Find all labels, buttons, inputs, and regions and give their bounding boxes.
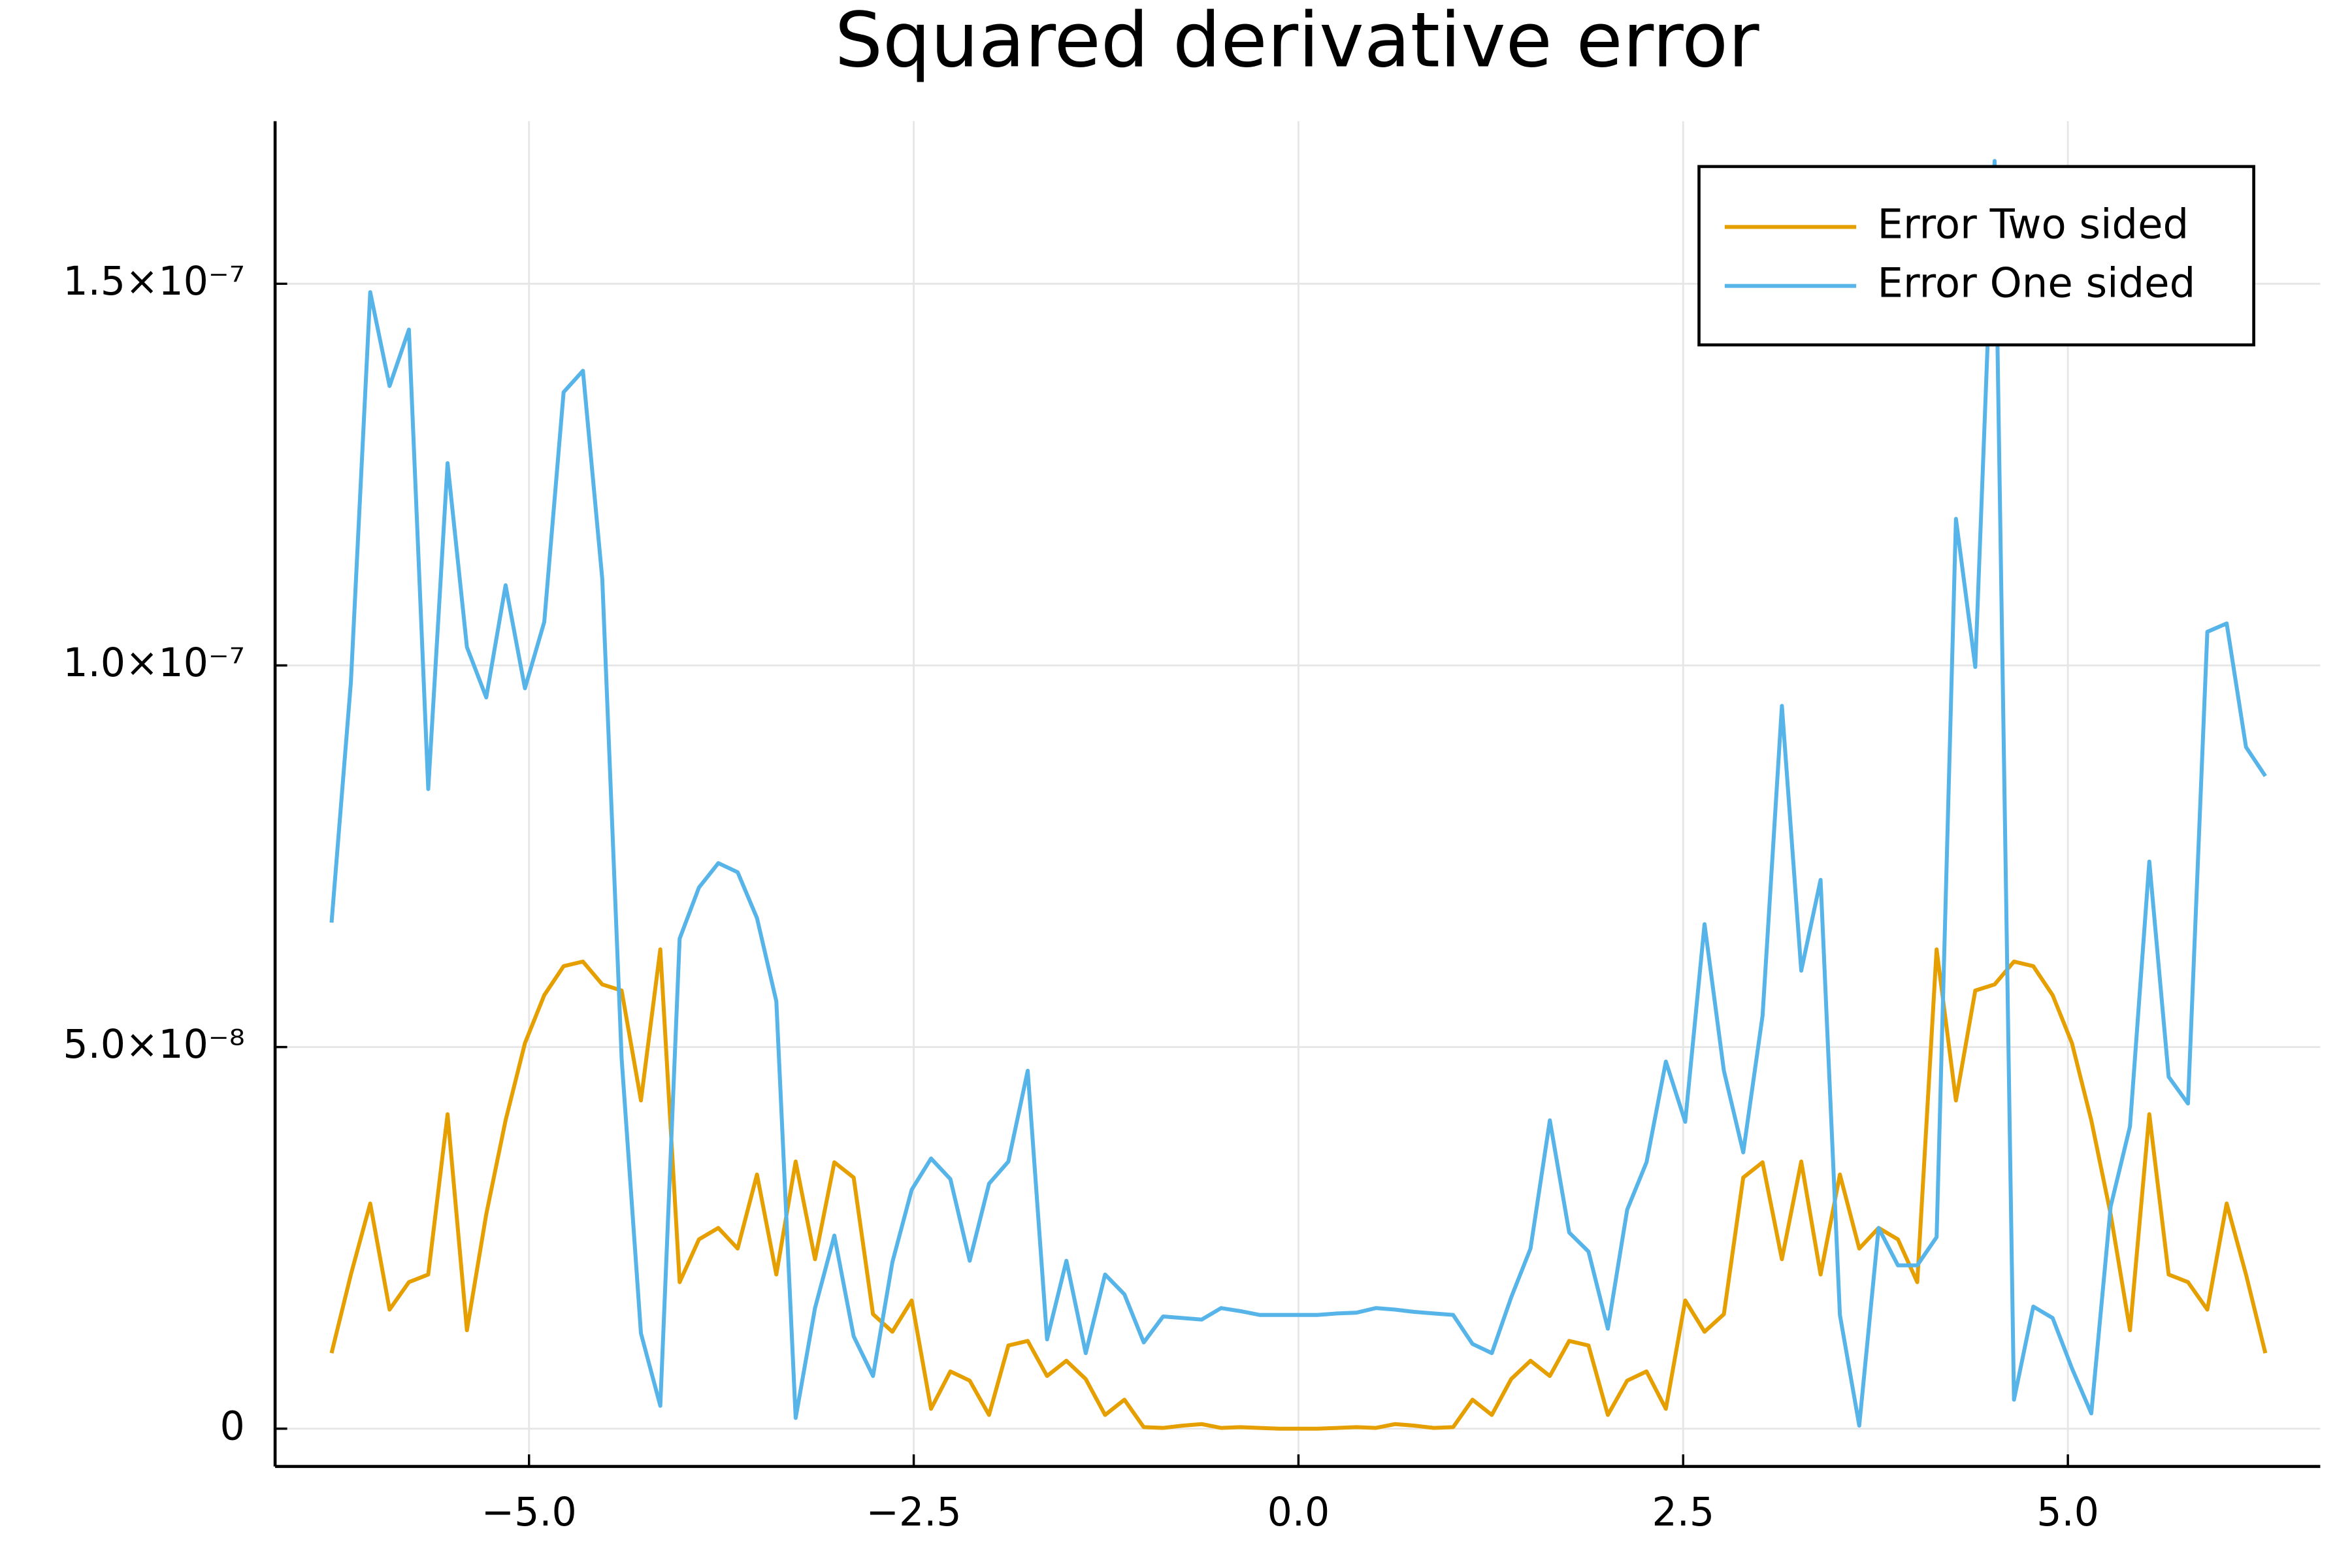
line-series bbox=[329, 159, 2267, 1428]
x-tick-label: 0.0 bbox=[1267, 1490, 1330, 1535]
y-tick-label: 1.0×10⁻⁷ bbox=[63, 640, 244, 686]
y-tick-label: 0 bbox=[220, 1403, 245, 1449]
x-tick-label: −5.0 bbox=[482, 1490, 577, 1535]
y-tick-label: 5.0×10⁻⁸ bbox=[63, 1022, 244, 1068]
x-tick-label: 5.0 bbox=[2036, 1490, 2099, 1535]
legend-box bbox=[1697, 165, 2255, 347]
x-tick-label: −2.5 bbox=[866, 1490, 962, 1535]
x-tick-label: 2.5 bbox=[1652, 1490, 1714, 1535]
legend-label: Error One sided bbox=[1878, 259, 2196, 307]
y-tick-label: 1.5×10⁻⁷ bbox=[63, 259, 244, 304]
chart-title: Squared derivative error bbox=[835, 0, 1759, 85]
legend-label: Error Two sided bbox=[1878, 201, 2189, 248]
